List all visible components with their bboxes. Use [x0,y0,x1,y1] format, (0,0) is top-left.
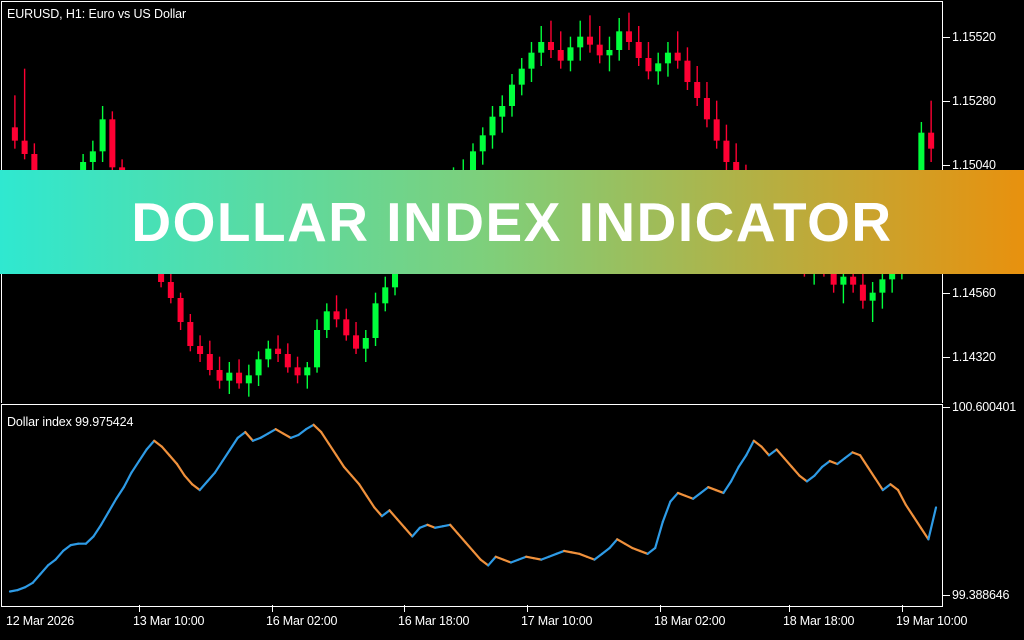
dollar-index-line-series [8,423,938,593]
price-y-tick [943,100,950,102]
indicator-pane [0,404,1024,640]
x-axis-tick [527,605,528,612]
indicator-y-tick [943,407,950,408]
indicator-pane-left-border [1,404,2,607]
indicator-pane-bottom-border [1,606,942,607]
indicator-pane-top-border [1,404,942,405]
x-axis-label: 13 Mar 10:00 [133,614,205,628]
x-axis-label: 18 Mar 02:00 [654,614,726,628]
x-axis-tick [404,605,405,612]
x-axis-label: 19 Mar 10:00 [896,614,968,628]
indicator-pane-right-border [942,404,943,607]
promo-banner: DOLLAR INDEX INDICATOR [0,170,1024,274]
price-y-label: 1.15520 [952,29,996,44]
x-axis-label: 16 Mar 02:00 [266,614,338,628]
price-y-label: 1.14560 [952,285,996,300]
indicator-y-label: 99.388646 [952,588,1010,602]
price-y-tick [943,36,950,38]
x-axis-label: 18 Mar 18:00 [783,614,855,628]
x-axis-tick [789,605,790,612]
x-axis-label: 16 Mar 18:00 [398,614,470,628]
x-axis-tick [272,605,273,612]
price-y-label: 1.14320 [952,349,996,364]
indicator-y-tick [943,595,950,596]
x-axis-tick [660,605,661,612]
indicator-pane-caption: Dollar index 99.975424 [7,415,134,429]
price-pane-top-border [1,1,942,2]
x-axis-tick [902,605,903,612]
price-y-tick [943,292,950,294]
indicator-y-label: 100.600401 [952,400,1017,414]
x-axis-tick [139,605,140,612]
price-y-label: 1.15040 [952,157,996,172]
price-pane-caption: EURUSD, H1: Euro vs US Dollar [7,7,187,21]
price-y-tick [943,356,950,358]
price-y-tick [943,164,950,166]
promo-banner-title: DOLLAR INDEX INDICATOR [131,191,893,253]
indicator-plot-area[interactable] [2,406,942,606]
x-axis-label: 17 Mar 10:00 [521,614,593,628]
price-y-label: 1.15280 [952,93,996,108]
x-axis-label: 12 Mar 2026 [6,614,74,628]
